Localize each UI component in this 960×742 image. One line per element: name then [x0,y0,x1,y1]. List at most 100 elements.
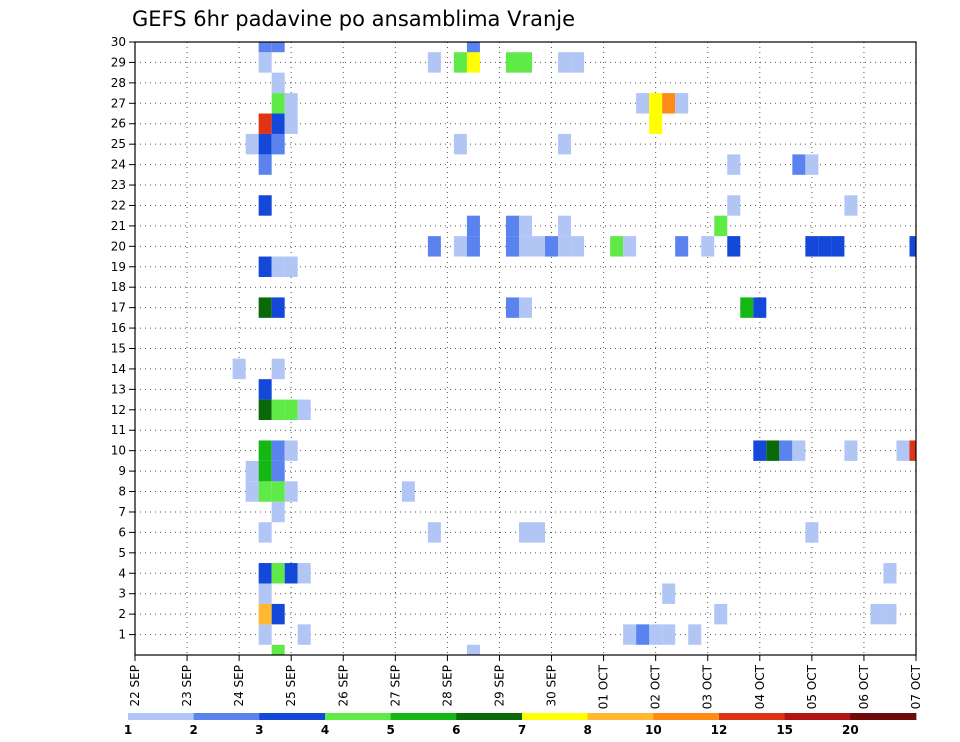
colorbar-label: 5 [386,723,394,737]
heatmap-cell [271,297,285,318]
heatmap-cell [245,460,259,482]
heatmap-cell [896,440,910,461]
x-tick-label: 02 OCT [649,664,663,709]
heatmap-cell [453,236,467,257]
x-tick-label: 25 SEP [284,665,298,707]
heatmap-cell [649,113,663,134]
y-tick-label: 30 [111,35,126,49]
colorbar: 1 2 3 4 5 6 7 8 10 12 15 20 [124,713,917,737]
heatmap-cell [779,440,793,461]
heatmap-cell [258,297,272,318]
colorbar-label: 1 [124,723,132,737]
heatmap-cell [258,154,272,175]
heatmap-cell [610,236,624,257]
heatmap-cell [271,256,285,277]
colorbar-swatch [719,713,786,720]
heatmap-cell [792,154,806,175]
heatmap-cell [453,52,467,73]
heatmap-cell [284,113,298,134]
y-tick-label: 18 [111,280,126,294]
heatmap-cell [883,603,897,625]
heatmap-cell [271,644,285,655]
heatmap-cell [818,236,832,257]
y-tick-label: 7 [118,505,126,519]
heatmap-cell [466,52,480,73]
heatmap-cell [571,236,585,257]
heatmap-cell [805,236,819,257]
heatmap-cell [284,256,298,277]
heatmap-cell [532,236,546,257]
heatmap-cell [727,154,741,175]
y-tick-label: 1 [118,628,126,642]
y-axis-ticks: 1234567891011121314151617181920212223242… [111,35,135,642]
x-tick-label: 27 SEP [388,665,402,707]
colorbar-label: 3 [255,723,263,737]
heatmap-cell [258,624,272,645]
heatmap-cell [258,133,272,155]
heatmap-cell [662,624,676,645]
heatmap-cell [284,563,298,584]
heatmap-cell [883,563,897,584]
heatmap-cell [727,236,741,257]
heatmap-cell [427,52,441,73]
heatmap-cell [271,399,285,421]
y-tick-label: 25 [111,137,126,151]
y-tick-label: 21 [111,219,126,233]
x-tick-label: 06 OCT [857,664,871,709]
heatmap-cell [232,358,246,380]
heatmap-cell [284,481,298,502]
colorbar-label: 8 [583,723,591,737]
heatmap-cell [505,297,519,318]
x-tick-label: 05 OCT [805,664,819,709]
heatmap-cell [753,440,767,461]
colorbar-swatch [325,713,392,720]
heatmap-cell [284,440,298,461]
y-tick-label: 5 [118,546,126,560]
heatmap-cell [792,440,806,461]
colorbar-swatch [522,713,589,720]
heatmap-cell [688,624,702,645]
heatmap-cell [271,93,285,114]
colorbar-label: 6 [452,723,460,737]
x-tick-label: 23 SEP [180,665,194,707]
heatmap-cell [558,215,572,237]
heatmap-cell [258,603,272,625]
y-tick-label: 27 [111,96,126,110]
heatmap-cell [258,42,272,53]
y-tick-label: 15 [111,342,126,356]
heatmap-cell [844,440,858,461]
y-tick-label: 23 [111,178,126,192]
heatmap-cell [518,52,533,73]
colorbar-label: 2 [189,723,197,737]
heatmap-cell [258,379,272,400]
heatmap-cell [870,603,884,625]
heatmap-cell [401,481,415,502]
x-tick-label: 24 SEP [232,665,246,707]
heatmap-cell [623,236,637,257]
y-tick-label: 22 [111,198,126,212]
y-tick-label: 12 [111,403,126,417]
heatmap-cell [518,215,533,237]
heatmap-cell [271,113,285,134]
colorbar-swatch [390,713,457,720]
x-tick-label: 01 OCT [597,664,611,709]
heatmap-cell [701,236,715,257]
y-tick-label: 24 [111,158,126,172]
heatmap-cell [258,460,272,482]
y-tick-label: 28 [111,76,126,90]
heatmap-cell [571,52,585,73]
y-tick-label: 17 [111,301,126,315]
heatmap-cells [232,42,916,655]
heatmap-cell [258,256,272,277]
y-tick-label: 9 [118,464,126,478]
heatmap-cell [466,42,480,53]
heatmap-cell [505,52,519,73]
x-axis-ticks: 22 SEP 23 SEP 24 SEP 25 SEP 26 SEP 27 SEP 28 S… [128,655,923,709]
heatmap-cell [258,583,272,604]
colorbar-label: 12 [711,723,728,737]
heatmap-cell [518,522,533,543]
y-tick-label: 3 [118,587,126,601]
heatmap-cell [662,93,676,114]
heatmap-cell [258,195,272,216]
